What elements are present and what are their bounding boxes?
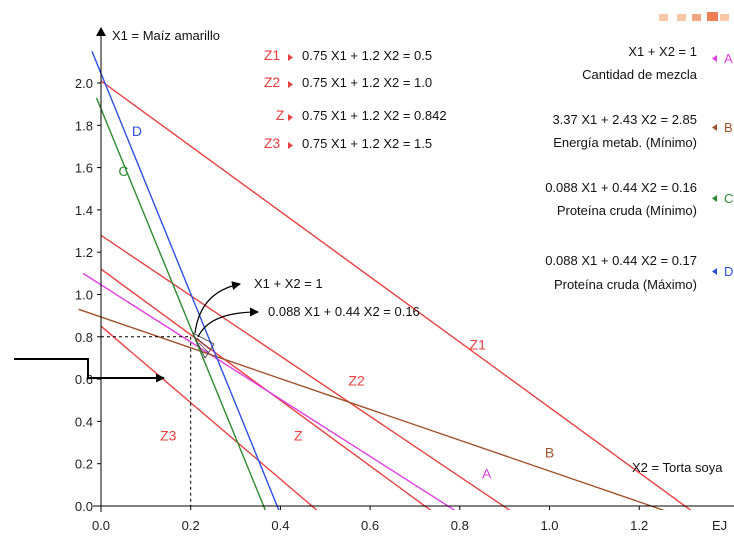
y-tick-label: 0.6 [75,372,93,387]
y-tick-label: 1.6 [75,161,93,176]
y-tick-label: 1.2 [75,245,93,260]
objective-legend-item: Z3 0.75 X1 + 1.2 X2 = 1.5 [264,135,432,151]
constraint-a-description: Cantidad de mezcla [582,67,698,82]
objective-legend-item: Z2 0.75 X1 + 1.2 X2 = 1.0 [264,74,432,90]
series-label-z3: Z3 [160,427,177,443]
callout-text-c: 0.088 X1 + 0.44 X2 = 0.16 [268,304,420,319]
constraint-legend-item: 0.088 X1 + 0.44 X2 = 0.16 Proteína cruda… [545,180,733,218]
y-tick-label: 0.0 [75,499,93,514]
x-tick-label: 1.0 [540,518,558,533]
constraint-b-description: Energía metab. (Mínimo) [553,135,697,150]
constraint-legend: X1 + X2 = 1 Cantidad de mezcla A 3.37 X1… [545,44,733,292]
constraint-a-equation: X1 + X2 = 1 [628,44,697,59]
series-line-z3 [100,325,318,510]
y-tick-label: 1.0 [75,288,93,303]
y-tick-label: 0.8 [75,330,93,345]
legend-key-z1: Z1 [264,47,281,63]
x-tick-label: 0.6 [361,518,379,533]
legend-marker-icon [288,114,293,121]
legend-key-z3: Z3 [264,135,281,151]
legend-marker-icon [712,268,717,275]
series-label-a: A [482,466,492,482]
constraint-legend-item: X1 + X2 = 1 Cantidad de mezcla A [582,44,733,82]
series-label-c: C [118,163,128,179]
y-tick-label: 1.4 [75,203,93,218]
legend-text-z1: 0.75 X1 + 1.2 X2 = 0.5 [302,48,432,63]
y-axis-title: X1 = Maíz amarillo [112,28,220,43]
callouts: X1 + X2 = 1 0.088 X1 + 0.44 X2 = 0.16 [14,276,420,383]
constraint-d-equation: 0.088 X1 + 0.44 X2 = 0.17 [545,253,697,268]
callout-arrow-a [194,281,241,334]
y-tick-label: 0.2 [75,457,93,472]
feasible-region-hatch [192,332,215,359]
constraint-c-description: Proteína cruda (Mínimo) [557,203,697,218]
legend-marker-icon [288,142,293,149]
x-tick-label: 0.0 [92,518,110,533]
legend-text-z3: 0.75 X1 + 1.2 X2 = 1.5 [302,136,432,151]
series-line-c [95,97,267,510]
axes: X1 = Maíz amarillo X2 = Torta soya [93,27,734,512]
hatch-line [196,337,210,350]
constraint-d-key: D [724,264,733,279]
constraint-d-description: Proteína cruda (Máximo) [554,277,697,292]
series-label-d: D [132,123,142,139]
series-line-b [78,308,665,510]
legend-text-z2: 0.75 X1 + 1.2 X2 = 1.0 [302,75,432,90]
objective-legend-item: Z1 0.75 X1 + 1.2 X2 = 0.5 [264,47,432,63]
legend-key-z2: Z2 [264,74,281,90]
y-axis-arrowhead [96,27,106,36]
series-line-d [91,51,280,510]
objective-legend-item: Z 0.75 X1 + 1.2 X2 = 0.842 [276,107,447,123]
legend-marker-icon [712,195,717,202]
series-line-a [82,272,456,510]
x-axis-title: EJ [712,518,727,533]
constraint-c-equation: 0.088 X1 + 0.44 X2 = 0.16 [545,180,697,195]
y-tick-label: 0.4 [75,414,93,429]
optimal-point-guides [101,332,215,506]
legend-marker-icon [712,124,717,131]
legend-marker-icon [288,54,293,61]
objective-legend: Z1 0.75 X1 + 1.2 X2 = 0.5 Z2 0.75 X1 + 1… [264,47,447,151]
constraint-b-key: B [724,120,733,135]
legend-key-z: Z [276,107,285,123]
series-layer: Z1 Z2 Z Z3 A B C D [78,51,692,510]
header-decoration [659,12,729,21]
x-tick-label: 0.8 [451,518,469,533]
callout-text-a: X1 + X2 = 1 [254,276,323,291]
legend-marker-icon [712,55,717,62]
y-tick-label: 2.0 [75,76,93,91]
series-label-z: Z [294,427,303,443]
series-label-z1: Z1 [470,337,487,353]
constraint-legend-item: 0.088 X1 + 0.44 X2 = 0.17 Proteína cruda… [545,253,733,292]
constraint-a-key: A [724,51,733,66]
constraint-b-equation: 3.37 X1 + 2.43 X2 = 2.85 [552,112,697,127]
constraint-legend-item: 3.37 X1 + 2.43 X2 = 2.85 Energía metab. … [552,112,732,150]
constraint-c-key: C [724,191,733,206]
legend-marker-icon [288,81,293,88]
callout-arrow-c [197,307,259,338]
legend-text-z: 0.75 X1 + 1.2 X2 = 0.842 [302,108,447,123]
series-line-z1 [100,80,692,510]
hatch-line [198,342,209,353]
y-tick-label: 1.8 [75,118,93,133]
x-tick-label: 1.2 [630,518,648,533]
series-label-b: B [545,444,554,460]
x2-axis-title: X2 = Torta soya [632,460,723,475]
x-tick-label: 0.2 [182,518,200,533]
series-label-z2: Z2 [348,372,365,388]
x-tick-label: 0.4 [271,518,289,533]
pointer-arrow [14,358,165,383]
